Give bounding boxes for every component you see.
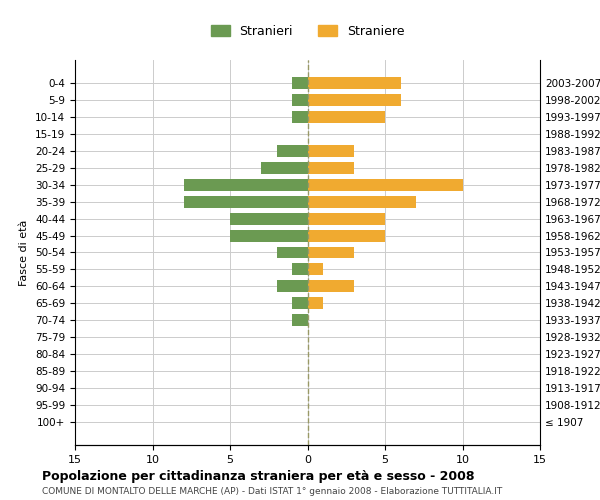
Bar xyxy=(277,246,308,258)
Text: COMUNE DI MONTALTO DELLE MARCHE (AP) - Dati ISTAT 1° gennaio 2008 - Elaborazione: COMUNE DI MONTALTO DELLE MARCHE (AP) - D… xyxy=(42,488,502,496)
Legend: Stranieri, Straniere: Stranieri, Straniere xyxy=(206,20,409,43)
Bar xyxy=(308,196,416,207)
Bar xyxy=(184,196,308,207)
Bar xyxy=(230,230,308,241)
Bar xyxy=(308,78,401,90)
Bar xyxy=(308,112,385,123)
Bar xyxy=(230,213,308,224)
Y-axis label: Fasce di età: Fasce di età xyxy=(19,220,29,286)
Bar xyxy=(308,230,385,241)
Text: Popolazione per cittadinanza straniera per età e sesso - 2008: Popolazione per cittadinanza straniera p… xyxy=(42,470,475,483)
Bar xyxy=(308,145,354,157)
Bar xyxy=(308,264,323,276)
Bar xyxy=(308,94,401,106)
Bar xyxy=(261,162,308,174)
Bar xyxy=(292,314,308,326)
Bar xyxy=(277,280,308,292)
Bar xyxy=(308,246,354,258)
Bar xyxy=(292,298,308,309)
Bar xyxy=(292,94,308,106)
Bar xyxy=(184,179,308,191)
Bar xyxy=(292,112,308,123)
Bar xyxy=(308,162,354,174)
Bar xyxy=(308,280,354,292)
Bar xyxy=(308,298,323,309)
Bar xyxy=(292,264,308,276)
Bar xyxy=(308,213,385,224)
Bar xyxy=(292,78,308,90)
Bar xyxy=(308,179,463,191)
Bar xyxy=(277,145,308,157)
